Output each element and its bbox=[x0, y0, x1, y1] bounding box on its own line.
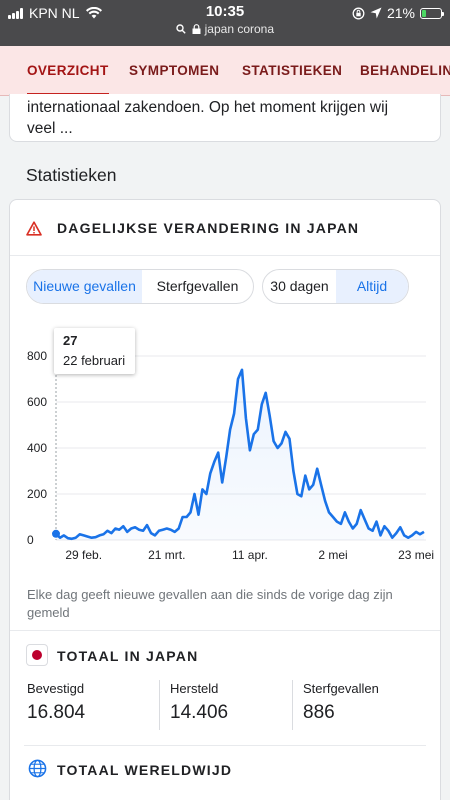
snippet-text: internationaal zakendoen. Op het moment … bbox=[27, 97, 427, 139]
y-tick-label: 0 bbox=[27, 533, 34, 547]
stat-separator bbox=[159, 680, 160, 730]
range-30-days-toggle[interactable]: 30 dagen bbox=[270, 278, 329, 294]
search-icon bbox=[176, 24, 186, 34]
tooltip-value: 27 bbox=[63, 333, 78, 348]
recovered-label: Hersteld bbox=[170, 681, 219, 696]
cases-area-fill bbox=[56, 369, 424, 540]
battery-percent: 21% bbox=[386, 5, 415, 21]
status-right: 21% bbox=[352, 5, 444, 21]
stats-card-header: DAGELIJKSE VERANDERING IN JAPAN bbox=[10, 200, 440, 256]
chart-footnote: Elke dag geeft nieuwe gevallen aan die s… bbox=[27, 587, 393, 620]
daily-cases-chart[interactable]: 0 200 400 600 800 29 feb. 21 mrt. 11 apr. 2 mei… bbox=[10, 320, 440, 570]
stat-deaths: Sterfgevallen 886 bbox=[303, 681, 379, 729]
tab-behandeling[interactable]: BEHANDELING bbox=[360, 63, 450, 78]
warning-icon bbox=[26, 221, 42, 236]
carrier-name: KPN NL bbox=[29, 5, 80, 21]
address-bar[interactable]: japan corona bbox=[0, 22, 450, 36]
daily-change-title: DAGELIJKSE VERANDERING IN JAPAN bbox=[57, 220, 360, 236]
snippet-line-1: internationaal zakendoen. Op het moment … bbox=[27, 99, 389, 116]
lock-icon bbox=[192, 24, 201, 34]
x-tick-label: 2 mei bbox=[318, 548, 347, 562]
topic-tabs: OVERZICHT SYMPTOMEN STATISTIEKEN BEHANDE… bbox=[0, 46, 450, 96]
x-tick-label: 11 apr. bbox=[232, 548, 268, 562]
new-cases-toggle[interactable]: Nieuwe gevallen bbox=[27, 270, 142, 303]
tab-symptomen[interactable]: SYMPTOMEN bbox=[129, 63, 220, 78]
totals-world-title: TOTAAL WERELDWIJD bbox=[57, 762, 233, 778]
cellular-signal-icon bbox=[8, 7, 23, 19]
confirmed-label: Bevestigd bbox=[27, 681, 85, 696]
stat-separator bbox=[292, 680, 293, 730]
y-tick-label: 600 bbox=[27, 395, 47, 409]
overview-snippet-card: internationaal zakendoen. Op het moment … bbox=[9, 94, 441, 142]
chart-tooltip: 27 22 februari bbox=[54, 328, 135, 374]
statistics-card: DAGELIJKSE VERANDERING IN JAPAN Nieuwe g… bbox=[9, 199, 441, 800]
globe-icon bbox=[28, 759, 47, 778]
japan-flag-icon bbox=[26, 644, 48, 666]
x-tick-label: 21 mrt. bbox=[148, 548, 185, 562]
y-tick-label: 400 bbox=[27, 441, 47, 455]
range-all-time-toggle[interactable]: Altijd bbox=[336, 270, 408, 303]
divider bbox=[10, 630, 440, 631]
deaths-label: Sterfgevallen bbox=[303, 681, 379, 696]
tooltip-date: 22 februari bbox=[63, 353, 126, 368]
cases-line-series bbox=[55, 368, 425, 541]
tab-statistieken[interactable]: STATISTIEKEN bbox=[242, 63, 343, 78]
deaths-toggle[interactable]: Sterfgevallen bbox=[156, 278, 239, 294]
status-left: KPN NL bbox=[8, 5, 102, 21]
url-text: japan corona bbox=[204, 22, 275, 36]
divider bbox=[24, 745, 426, 746]
confirmed-value: 16.804 bbox=[27, 702, 86, 723]
deaths-value: 886 bbox=[303, 702, 335, 723]
stat-recovered: Hersteld 14.406 bbox=[170, 681, 228, 729]
clock: 10:35 bbox=[205, 3, 245, 20]
hover-point bbox=[52, 529, 60, 538]
snippet-line-2: veel ... bbox=[27, 120, 73, 137]
status-bar: KPN NL 10:35 japan corona 21% bbox=[0, 0, 450, 46]
rotation-lock-icon bbox=[352, 7, 365, 19]
y-tick-label: 800 bbox=[27, 349, 47, 363]
wifi-icon bbox=[85, 7, 102, 19]
stat-confirmed: Bevestigd 16.804 bbox=[27, 681, 85, 729]
metric-toggle: Nieuwe gevallen Sterfgevallen bbox=[26, 269, 254, 304]
totals-japan-title: TOTAAL IN JAPAN bbox=[57, 648, 199, 664]
x-tick-label: 23 mei bbox=[398, 548, 434, 562]
y-tick-label: 200 bbox=[27, 487, 47, 501]
x-tick-label: 29 feb. bbox=[65, 548, 102, 562]
location-arrow-icon bbox=[370, 7, 382, 19]
section-title: Statistieken bbox=[26, 165, 117, 185]
recovered-value: 14.406 bbox=[170, 702, 229, 723]
battery-icon bbox=[420, 7, 444, 19]
tab-overzicht[interactable]: OVERZICHT bbox=[27, 46, 109, 95]
range-toggle: 30 dagen Altijd bbox=[262, 269, 409, 304]
